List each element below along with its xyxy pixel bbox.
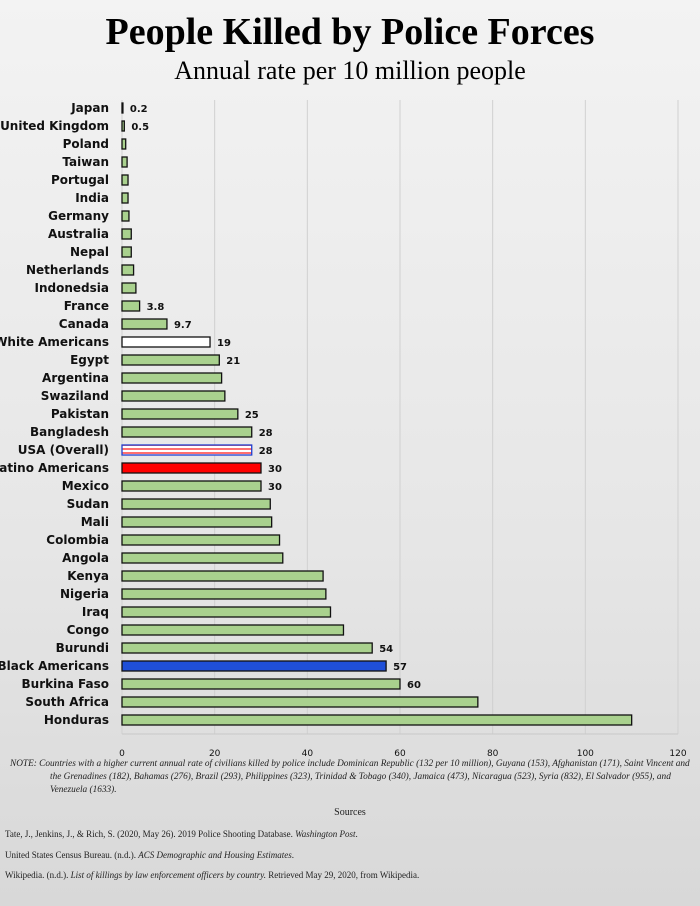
category-label: Japan (70, 101, 109, 115)
source-item: United States Census Bureau. (n.d.). ACS… (5, 850, 294, 860)
category-label: Angola (62, 551, 109, 565)
category-label: Taiwan (62, 155, 109, 169)
category-label: Egypt (70, 353, 109, 367)
bar-usa-overall- (121, 444, 253, 456)
category-label: Burkina Faso (22, 677, 110, 691)
bar-portugal (121, 174, 129, 186)
bar-pakistan (121, 408, 239, 420)
bar-australia (121, 228, 132, 240)
data-label: 9.7 (174, 320, 192, 331)
bar-white-americans (121, 336, 211, 348)
category-label: Mexico (62, 479, 109, 493)
category-label: Burundi (56, 641, 109, 655)
category-label: Black Americans (0, 659, 109, 673)
bar-taiwan (121, 156, 128, 168)
data-label: 21 (226, 356, 240, 367)
x-tick-label: 120 (669, 749, 686, 759)
category-label: Iraq (82, 605, 109, 619)
bar-netherlands (121, 264, 135, 276)
bar-kenya (121, 570, 324, 582)
bar-swaziland (121, 390, 226, 402)
category-label: Portugal (51, 173, 109, 187)
bar-burundi (121, 642, 373, 654)
bar-sudan (121, 498, 271, 510)
bar-nigeria (121, 588, 327, 600)
category-label: United Kingdom (0, 119, 109, 133)
bar-bangladesh (121, 426, 253, 438)
bar-nepal (121, 246, 132, 258)
bar-iraq (121, 606, 332, 618)
category-label: Nepal (70, 245, 109, 259)
chart-title: People Killed by Police Forces (105, 11, 595, 53)
category-label: Pakistan (51, 407, 109, 421)
category-label: India (75, 191, 109, 205)
data-label: 25 (245, 410, 259, 421)
bar-indonedsia (121, 282, 137, 294)
category-label: Swaziland (41, 389, 109, 403)
bar-canada (121, 318, 168, 330)
category-label: South Africa (25, 695, 109, 709)
x-tick-label: 100 (577, 749, 594, 759)
data-label: 60 (407, 680, 421, 691)
x-tick-label: 80 (487, 749, 499, 759)
x-tick-label: 20 (209, 749, 221, 759)
bar-japan (121, 102, 124, 114)
bar-india (121, 192, 129, 204)
bar-argentina (121, 372, 223, 384)
data-label: 30 (268, 464, 282, 475)
bar-latino-americans (121, 462, 262, 474)
bar-united-kingdom (121, 120, 125, 132)
data-label: 30 (268, 482, 282, 493)
data-label: 57 (393, 662, 407, 673)
category-label: Netherlands (26, 263, 109, 277)
category-label: Bangladesh (30, 425, 109, 439)
data-label: 0.2 (130, 104, 148, 115)
data-label: 3.8 (147, 302, 165, 313)
bar-chart: 0 20 40 60 80 100 120 Japan 0.2 United Kingdom 0.5… (0, 100, 687, 759)
bar-colombia (121, 534, 281, 546)
data-label: 54 (379, 644, 393, 655)
bar-south-africa (121, 696, 479, 708)
category-label: USA (Overall) (18, 443, 109, 457)
category-label: France (64, 299, 109, 313)
bar-mexico (121, 480, 262, 492)
category-label: Poland (63, 137, 109, 151)
category-label: Australia (48, 227, 109, 241)
category-label: Indonedsia (35, 281, 109, 295)
category-label: Honduras (44, 713, 109, 727)
chart-subtitle: Annual rate per 10 million people (174, 56, 526, 85)
category-label: Canada (59, 317, 109, 331)
bar-france (121, 300, 141, 312)
category-label: Argentina (42, 371, 109, 385)
bar-egypt (121, 354, 220, 366)
bar-honduras (121, 714, 633, 726)
category-label: Germany (48, 209, 109, 223)
category-label: Sudan (67, 497, 109, 511)
x-tick-label: 0 (119, 749, 125, 759)
bar-congo (121, 624, 345, 636)
data-label: 28 (259, 446, 273, 457)
data-label: 0.5 (131, 122, 149, 133)
chart-note: NOTE: Countries with a higher current an… (10, 759, 690, 795)
source-item: Wikipedia. (n.d.). List of killings by l… (5, 870, 420, 880)
category-label: Congo (67, 623, 109, 637)
category-label: White Americans (0, 335, 109, 349)
category-label: Colombia (46, 533, 109, 547)
bar-black-americans (121, 660, 387, 672)
category-label: Nigeria (60, 587, 109, 601)
bar-mali (121, 516, 273, 528)
source-item: Tate, J., Jenkins, J., & Rich, S. (2020,… (5, 829, 358, 839)
bar-angola (121, 552, 284, 564)
category-label: Kenya (67, 569, 109, 583)
x-tick-label: 60 (394, 749, 406, 759)
bar-burkina-faso (121, 678, 401, 690)
category-label: Mali (81, 515, 109, 529)
x-tick-label: 40 (302, 749, 314, 759)
category-label: Latino Americans (0, 461, 109, 475)
data-label: 28 (259, 428, 273, 439)
sources-heading: Sources (334, 807, 366, 818)
data-label: 19 (217, 338, 231, 349)
bar-germany (121, 210, 130, 222)
bar-poland (121, 138, 127, 150)
